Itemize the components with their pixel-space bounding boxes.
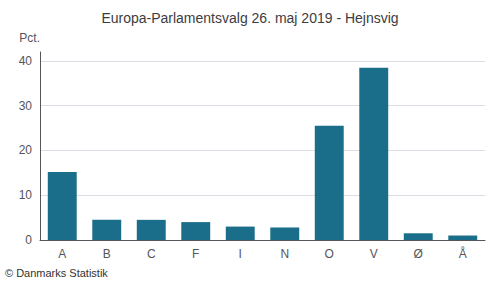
svg-text:10: 10 [19, 188, 33, 202]
svg-text:O: O [325, 247, 334, 261]
svg-text:Pct.: Pct. [19, 31, 40, 45]
svg-text:© Danmarks Statistik: © Danmarks Statistik [5, 267, 108, 279]
svg-text:30: 30 [19, 99, 33, 113]
svg-text:Europa-Parlamentsvalg 26. maj: Europa-Parlamentsvalg 26. maj 2019 - Hej… [101, 10, 398, 26]
svg-text:20: 20 [19, 143, 33, 157]
svg-text:40: 40 [19, 54, 33, 68]
svg-text:I: I [239, 247, 242, 261]
svg-text:0: 0 [25, 233, 32, 247]
svg-text:F: F [192, 247, 199, 261]
svg-text:Å: Å [459, 246, 467, 261]
svg-text:Ø: Ø [414, 247, 423, 261]
svg-text:B: B [103, 247, 111, 261]
svg-text:N: N [280, 247, 289, 261]
svg-text:C: C [147, 247, 156, 261]
svg-text:V: V [370, 247, 378, 261]
svg-text:A: A [58, 247, 66, 261]
